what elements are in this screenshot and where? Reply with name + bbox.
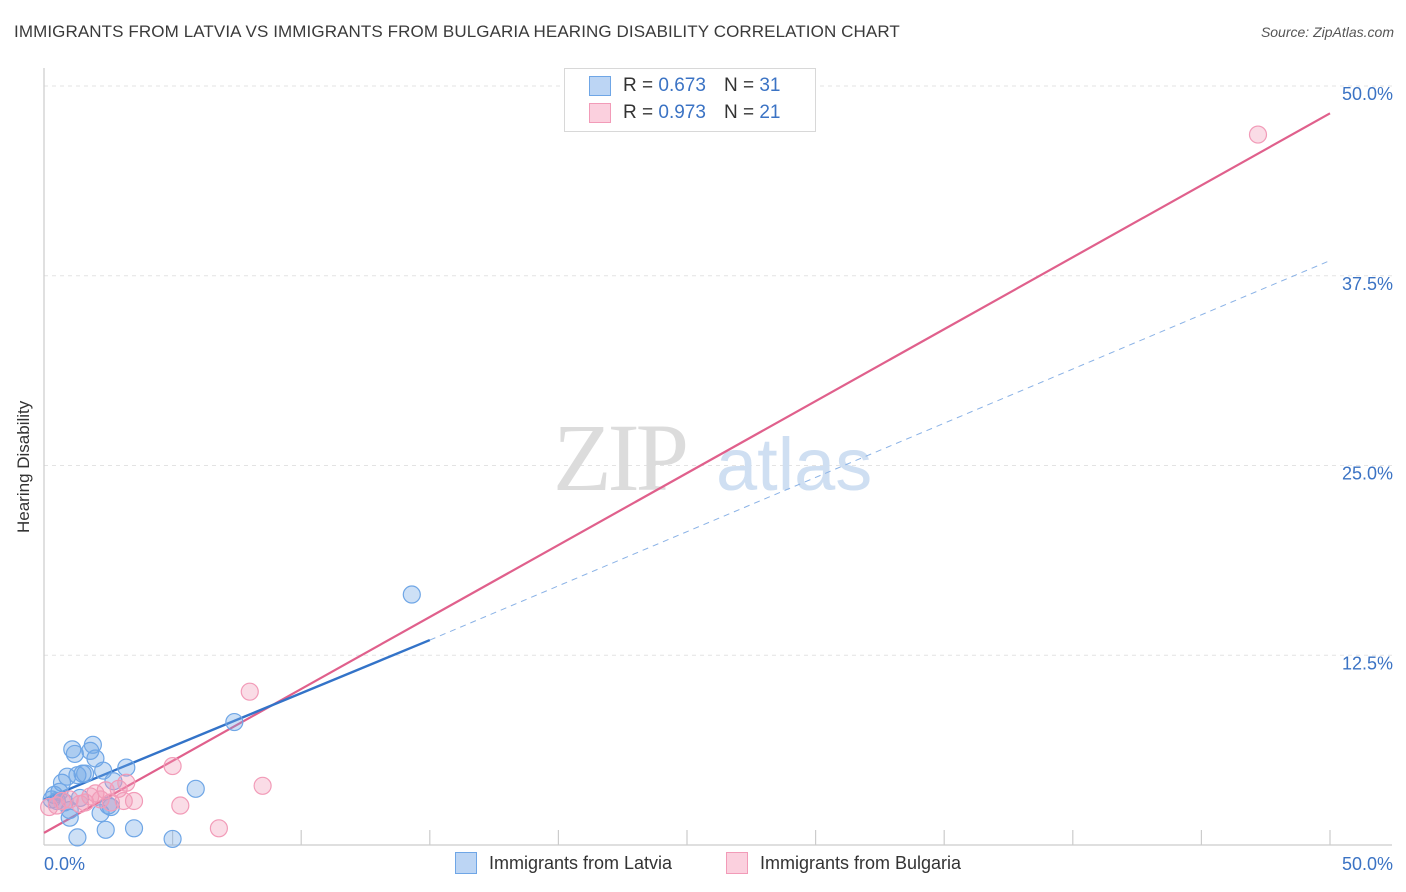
y-tick-label: 25.0% [1342, 464, 1393, 484]
point-bulgaria [114, 791, 133, 811]
legend-swatch-latvia [589, 76, 611, 96]
point-latvia [124, 819, 144, 838]
point-latvia [65, 744, 84, 764]
legend-row-bulgaria: R = 0.973 N = 21 [589, 101, 780, 125]
grid-lines [44, 85, 1392, 656]
chart-title: IMMIGRANTS FROM LATVIA VS IMMIGRANTS FRO… [14, 22, 900, 41]
point-bulgaria [253, 776, 272, 795]
x-tick-label: 0.0% [44, 854, 85, 874]
point-bulgaria [240, 682, 259, 701]
watermark-zip: ZIP [553, 404, 686, 511]
bottom-legend-latvia: Immigrants from Latvia [455, 852, 672, 874]
legend-n-label: N = [723, 75, 755, 96]
point-latvia [83, 735, 102, 754]
y-tick-label: 37.5% [1342, 274, 1393, 294]
x-tick-label: 50.0% [1342, 854, 1393, 874]
point-bulgaria [1248, 125, 1268, 144]
point-bulgaria [124, 791, 144, 811]
y-tick-label: 50.0% [1342, 84, 1393, 104]
legend-r-label: R = [623, 102, 654, 123]
legend-n-value: 21 [759, 102, 781, 123]
point-latvia [96, 820, 115, 839]
bottom-legend-swatch-bulgaria [726, 852, 748, 874]
trend-line-latvia [43, 638, 431, 801]
point-bulgaria [171, 796, 190, 815]
bottom-legend-swatch-latvia [455, 852, 477, 874]
source-label: Source: ZipAtlas.com [1260, 24, 1394, 40]
point-bulgaria [163, 756, 182, 776]
point-latvia [186, 779, 205, 798]
point-bulgaria [60, 790, 79, 809]
data-points [40, 125, 1268, 849]
legend: R = 0.673 N = 31 R = 0.973 N = 21 [564, 68, 816, 132]
legend-n-label: N = [723, 102, 755, 123]
tick-labels: 12.5% 25.0% 37.5% 50.0% 0.0% 50.0% [44, 84, 1393, 874]
bottom-legend-label-latvia: Immigrants from Latvia [489, 852, 673, 873]
point-bulgaria [209, 819, 228, 838]
trend-line-bulgaria [43, 112, 1331, 834]
point-bulgaria [52, 791, 72, 811]
point-bulgaria [117, 773, 136, 792]
legend-r-value: 0.973 [658, 102, 706, 123]
legend-r-value: 0.673 [658, 75, 706, 96]
watermark-atlas: atlas [716, 423, 872, 506]
legend-n-value: 31 [759, 75, 781, 96]
axes [43, 68, 1392, 846]
y-axis-title-text: Hearing Disability [14, 400, 33, 533]
y-axis-title: Hearing Disability [14, 323, 38, 533]
point-bulgaria [81, 787, 100, 806]
point-latvia [163, 829, 182, 849]
trend-line-latvia-extension [429, 260, 1331, 641]
point-latvia [117, 758, 136, 777]
legend-row-latvia: R = 0.673 N = 31 [589, 74, 780, 98]
point-latvia [76, 764, 95, 783]
point-latvia [225, 712, 244, 732]
point-bulgaria [91, 790, 110, 809]
point-latvia [60, 808, 79, 827]
legend-r-label: R = [623, 75, 654, 96]
trend-lines [43, 112, 1331, 834]
point-latvia [402, 585, 421, 604]
bottom-legend-bulgaria: Immigrants from Bulgaria [726, 852, 961, 874]
y-tick-label: 12.5% [1342, 653, 1393, 673]
point-latvia [68, 828, 87, 847]
legend-swatch-bulgaria [589, 103, 611, 123]
bottom-legend-label-bulgaria: Immigrants from Bulgaria [760, 852, 962, 873]
